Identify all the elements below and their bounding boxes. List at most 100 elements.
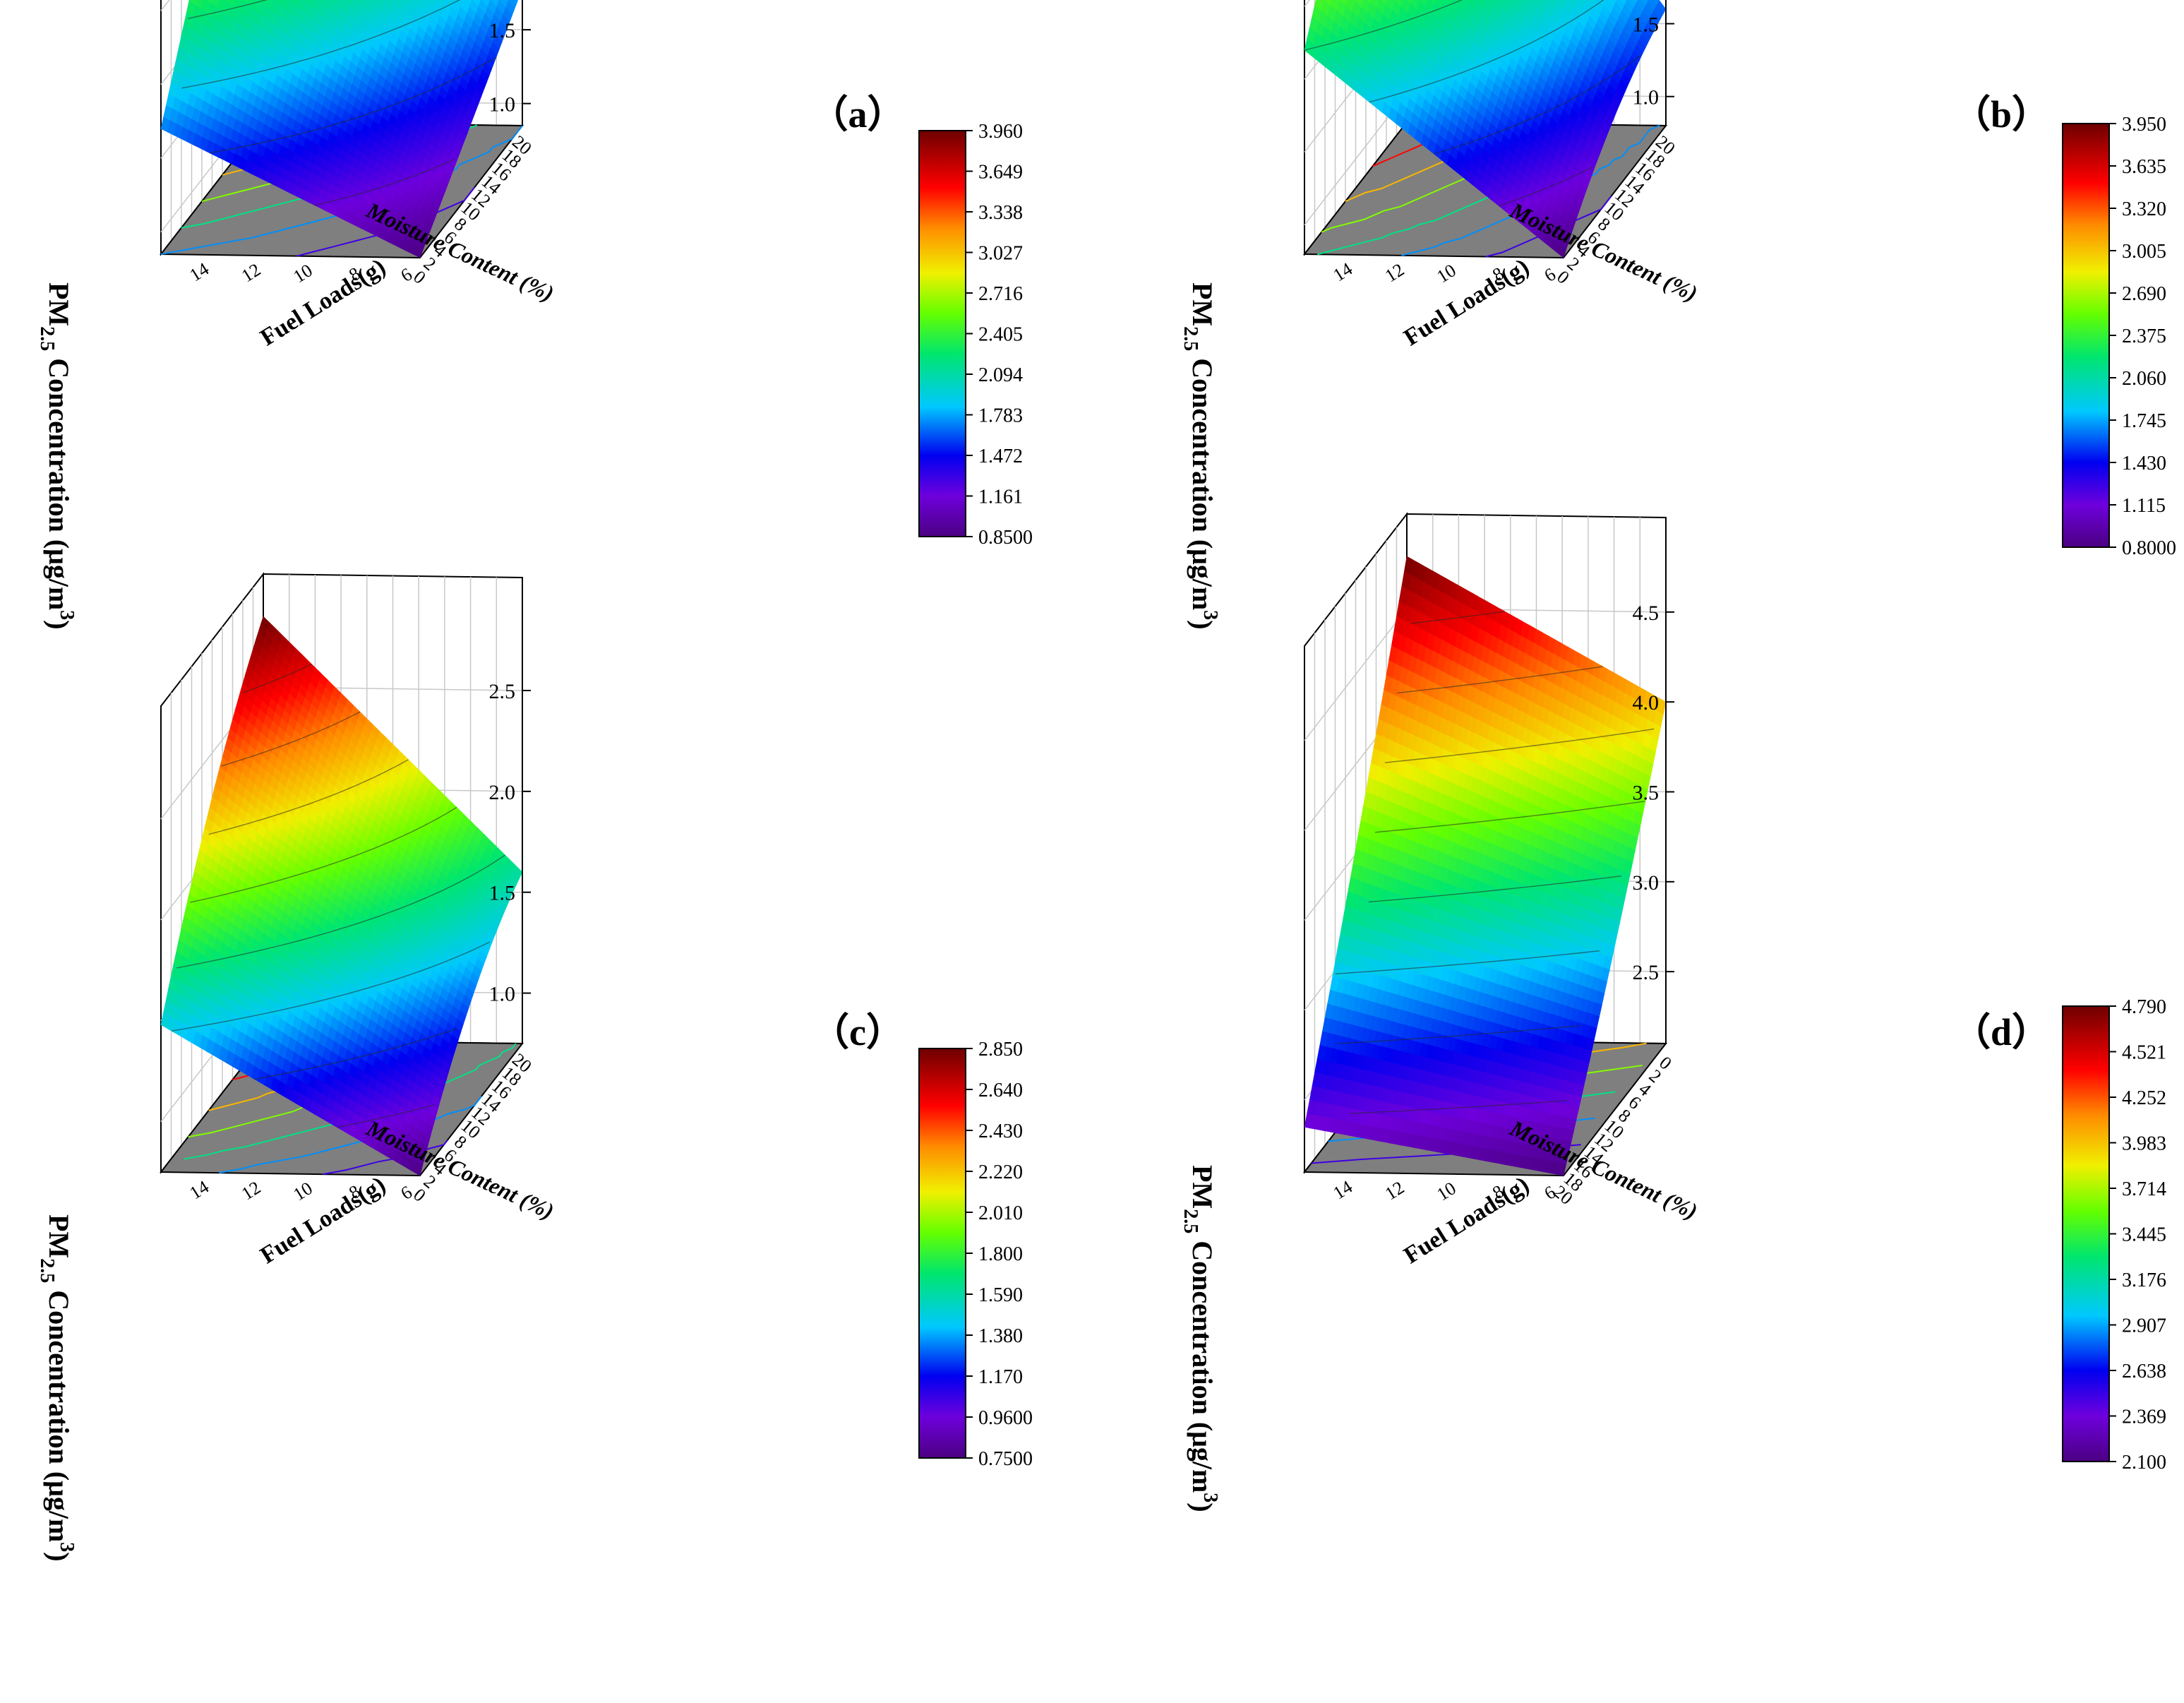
z-tick-label: 4.0 (1633, 691, 1660, 715)
colorbar-tick-label: 2.010 (978, 1202, 1023, 1224)
panel-label: （d） (1952, 1011, 2050, 1053)
surface-contour (1369, 0, 1604, 103)
colorbar-tick-label: 2.690 (2122, 283, 2166, 305)
z-tick-label: 1.5 (1633, 13, 1660, 37)
z-tick-label: 2.5 (489, 680, 516, 703)
y-tick-label: 10 (289, 260, 316, 287)
colorbar-tick-label: 2.640 (978, 1080, 1023, 1101)
surface (1304, 0, 1667, 258)
y-axis-label: Fuel Loads(g) (256, 1171, 390, 1269)
panel-a: 1.01.52.02.53.03.54.0PM2.5 Concentration… (36, 0, 1033, 630)
y-tick-label: 14 (1329, 1176, 1355, 1203)
colorbar-tick-label: 1.430 (2122, 453, 2166, 474)
y-tick-label: 10 (1433, 260, 1459, 287)
colorbar (918, 130, 966, 537)
colorbar-tick-label: 0.9600 (978, 1407, 1033, 1429)
y-tick-label: 14 (186, 1176, 212, 1203)
colorbar-tick-label: 3.027 (978, 243, 1023, 265)
colorbar-tick-label: 1.800 (978, 1243, 1023, 1265)
surface (1304, 556, 1667, 1176)
colorbar-tick-label: 1.472 (978, 446, 1023, 467)
z-axis-label: PM2.5 Concentration (μg/m3) (1180, 1165, 1221, 1512)
colorbar-tick-label: 3.635 (2122, 156, 2166, 178)
panel-label: （c） (811, 1011, 904, 1053)
y-tick-label: 14 (1329, 258, 1355, 285)
colorbar-tick-label: 0.7500 (978, 1448, 1033, 1470)
surface-contour (1349, 1100, 1567, 1114)
colorbar-tick-label: 1.745 (2122, 410, 2166, 432)
surface-contour (1410, 611, 1505, 624)
colorbar-tick-label: 2.850 (978, 1039, 1023, 1060)
z-tick-label: 1.0 (1633, 86, 1660, 109)
z-axis-label: PM2.5 Concentration (μg/m3) (36, 282, 78, 630)
surface-contour (187, 0, 268, 19)
z-tick-label: 4.5 (1633, 602, 1660, 625)
y-tick-label: 12 (1381, 1177, 1408, 1204)
surface-contour (337, 1104, 435, 1128)
surface-contour (1499, 166, 1593, 207)
z-axis-label: PM2.5 Concentration (μg/m3) (1180, 282, 1221, 630)
colorbar-tick-label: 3.983 (2122, 1133, 2166, 1155)
z-tick-label: 1.5 (489, 882, 516, 905)
colorbar-tick-label: 1.115 (2122, 495, 2166, 517)
colorbar (2062, 1005, 2110, 1462)
surface-contour (209, 57, 496, 154)
colorbar-tick-label: 2.405 (978, 324, 1023, 346)
z-tick-label: 1.5 (489, 19, 516, 42)
surface-contour (190, 806, 457, 903)
panel-label: （b） (1952, 93, 2050, 136)
panel-c: 1.0 1.5 2.0 2.5 PM2.5 Concentration (μg/m3) 0… (36, 572, 1033, 1562)
colorbar-tick-label: 2.375 (2122, 325, 2166, 347)
colorbar-tick-label: 4.521 (2122, 1042, 2166, 1064)
colorbar-tick-label: 3.176 (2122, 1269, 2166, 1291)
panel-d: 2.5 3.0 3.5 4.0 4.5 PM2.5 Concentration (μg/m… (1180, 512, 2166, 1512)
y-tick-label: 12 (238, 1177, 264, 1204)
surface-contour (1384, 728, 1655, 763)
y-axis-label: Fuel Loads(g) (1399, 1171, 1533, 1269)
surface-contour (176, 854, 505, 969)
colorbar-tick-label: 2.430 (978, 1121, 1023, 1142)
colorbar-tick-label: 0.8000 (2122, 537, 2176, 559)
colorbar-tick-label: 0.8500 (978, 527, 1033, 549)
z-axis-label: PM2.5 Concentration (μg/m3) (36, 1214, 78, 1562)
colorbar-tick-label: 2.220 (978, 1161, 1023, 1183)
colorbar-tick-label: 2.638 (2122, 1361, 2166, 1382)
colorbar-tick-label: 3.649 (978, 162, 1023, 184)
surface (160, 616, 523, 1176)
z-tick-label: 1.0 (489, 983, 516, 1006)
y-axis-label: Fuel Loads(g) (256, 253, 390, 351)
colorbar-tick-label: 4.252 (2122, 1087, 2166, 1109)
colorbar-tick-label: 1.380 (978, 1325, 1023, 1347)
colorbar-tick-label: 4.790 (2122, 996, 2166, 1018)
y-tick-label: 6 (397, 264, 416, 286)
z-tick-label: 2.0 (489, 781, 516, 804)
panel-label: （a） (810, 93, 906, 136)
y-axis-label: Fuel Loads(g) (1399, 253, 1533, 351)
colorbar-tick-label: 3.338 (978, 202, 1023, 224)
surface-contour (181, 0, 461, 89)
surface-contour (254, 1028, 457, 1080)
colorbar-tick-label: 2.716 (978, 283, 1023, 305)
y-tick-label: 6 (397, 1182, 416, 1204)
y-tick-label: 12 (1381, 259, 1408, 286)
y-tick-label: 10 (289, 1178, 316, 1205)
colorbar (2062, 123, 2110, 548)
surface-contour (314, 158, 455, 206)
surface-contour (1368, 876, 1622, 903)
y-tick-label: 10 (1433, 1178, 1459, 1205)
y-tick-label: 14 (186, 258, 212, 285)
panel-b: 1.01.52.02.53.03.54.0PM2.5 Concentration… (1180, 0, 2176, 630)
colorbar-tick-label: 3.950 (2122, 114, 2166, 136)
surface-contour (208, 759, 409, 835)
surface-contour (221, 711, 361, 767)
y-tick-label: 6 (1541, 264, 1559, 286)
z-tick-label: 2.5 (1633, 961, 1660, 984)
colorbar-tick-label: 3.005 (2122, 241, 2166, 263)
surface-contour (1304, 0, 1463, 51)
z-tick-label: 3.0 (1633, 871, 1660, 895)
surface-contour (1396, 666, 1603, 694)
colorbar-tick-label: 1.783 (978, 405, 1023, 427)
colorbar-tick-label: 3.714 (2122, 1178, 2166, 1200)
surface-contour (1336, 1024, 1581, 1044)
